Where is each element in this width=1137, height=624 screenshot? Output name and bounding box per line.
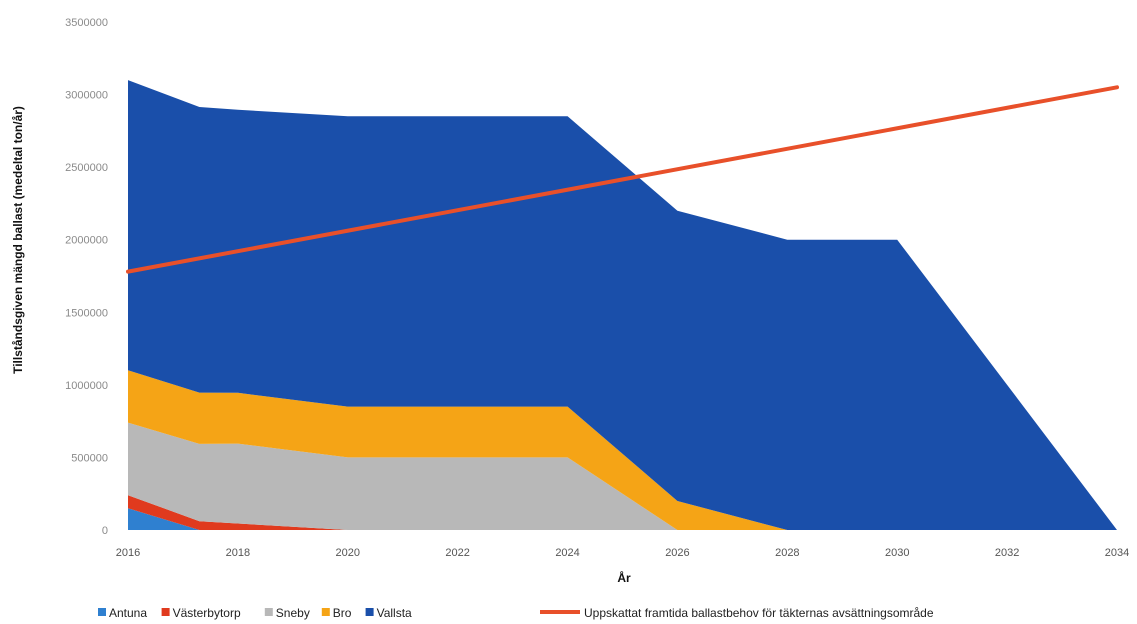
- area-sneby: [128, 422, 1117, 530]
- x-tick-label: 2022: [445, 547, 469, 559]
- y-tick-label: 3500000: [65, 17, 108, 29]
- x-tick-label: 2016: [116, 547, 140, 559]
- legend-item-bro: Bro: [321, 606, 352, 620]
- stacked-areas: [128, 80, 1117, 530]
- legend-label: Västerbytorp: [173, 606, 241, 620]
- legend-label: Antuna: [109, 606, 147, 620]
- y-tick-label: 500000: [71, 452, 108, 464]
- y-tick-label: 2500000: [65, 162, 108, 174]
- legend: Antuna Västerbytorp Sneby Bro Vallsta Uppskat…: [98, 606, 934, 620]
- area-västerbytorp: [128, 495, 1117, 530]
- legend-swatch: [321, 608, 330, 616]
- demand-line-group: [126, 85, 1119, 274]
- x-tick-label: 2020: [336, 547, 360, 559]
- y-axis-ticks: 0 500000 1000000 1500000 2000000 2500000 30000…: [65, 17, 108, 537]
- legend-label: Uppskattat framtida ballastbehov för täk…: [584, 606, 934, 620]
- legend-swatch: [98, 608, 106, 616]
- x-tick-label: 2034: [1105, 547, 1129, 559]
- x-axis-ticks: 2016 2018 2020 2022 2024 2026 2028 2030 2032 2034: [116, 547, 1129, 559]
- x-tick-label: 2030: [885, 547, 909, 559]
- y-tick-label: 1500000: [65, 307, 108, 319]
- x-tick-label: 2028: [775, 547, 799, 559]
- legend-swatch: [365, 608, 374, 616]
- x-tick-label: 2032: [995, 547, 1019, 559]
- legend-item-demand: Uppskattat framtida ballastbehov för täk…: [540, 606, 934, 620]
- demand-line: [126, 85, 1119, 274]
- legend-item-vallsta: Vallsta: [365, 606, 412, 620]
- legend-item-antuna: Antuna: [98, 606, 147, 620]
- y-tick-label: 3000000: [65, 90, 108, 102]
- legend-label: Sneby: [276, 606, 310, 620]
- y-tick-label: 0: [102, 525, 108, 537]
- x-tick-label: 2024: [555, 547, 579, 559]
- legend-label: Vallsta: [377, 606, 412, 620]
- y-tick-label: 2000000: [65, 235, 108, 247]
- x-tick-label: 2018: [226, 547, 250, 559]
- legend-swatch: [264, 608, 273, 616]
- y-axis-title: Tillståndsgiven mängd ballast (medeltal …: [11, 106, 25, 374]
- legend-item-sneby: Sneby: [264, 606, 310, 620]
- legend-swatch: [161, 608, 170, 616]
- legend-label: Bro: [333, 606, 352, 620]
- area-bro: [128, 370, 1117, 530]
- x-axis-title: År: [617, 570, 631, 585]
- area-vallsta: [128, 80, 1117, 530]
- legend-item-västerbytorp: Västerbytorp: [161, 606, 241, 620]
- y-tick-label: 1000000: [65, 380, 108, 392]
- legend-line-swatch: [540, 610, 580, 614]
- x-tick-label: 2026: [665, 547, 689, 559]
